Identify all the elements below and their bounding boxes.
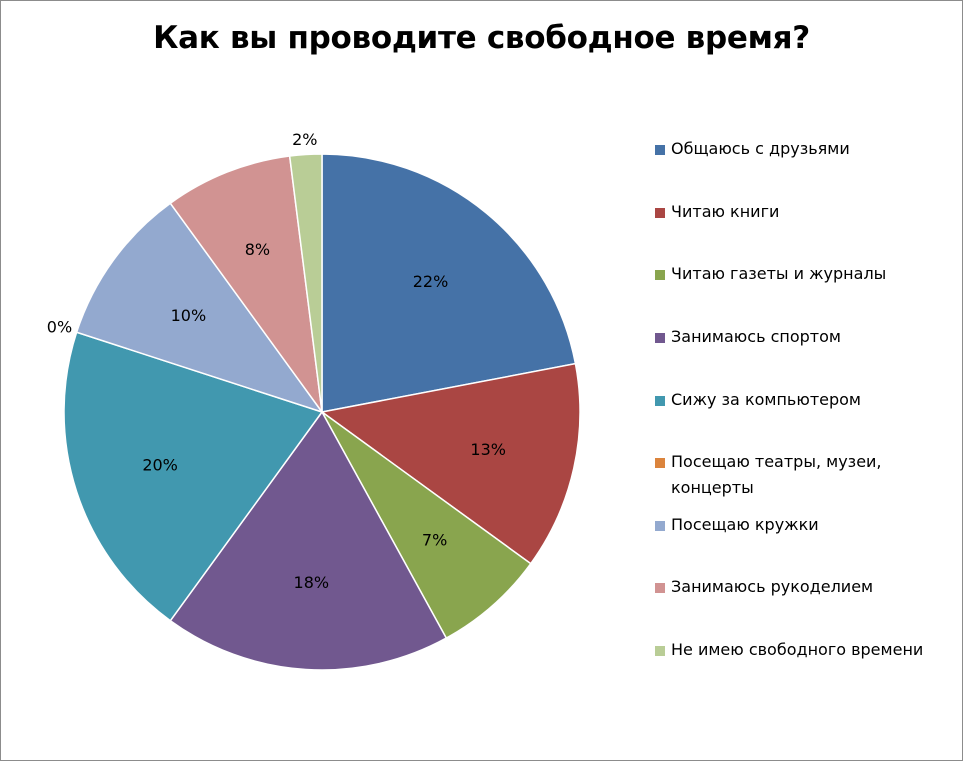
pie-slice-1 xyxy=(321,153,577,413)
legend-label: Посещаю театры, музеи, концерты xyxy=(671,452,882,497)
legend-item-newspapers: Читаю газеты и журналы xyxy=(655,261,960,287)
legend-item-no-free-time: Не имею свободного времени xyxy=(655,637,960,663)
pie-slice-5 xyxy=(63,331,324,622)
pie-label-4: 18% xyxy=(294,573,330,592)
legend-swatch xyxy=(655,145,665,155)
pie-slices xyxy=(63,153,581,671)
legend-item-clubs: Посещаю кружки xyxy=(655,512,960,538)
legend-swatch xyxy=(655,458,665,468)
pie-slice-7 xyxy=(75,202,324,414)
pie-label-1: 22% xyxy=(413,272,449,291)
legend-item-books: Читаю книги xyxy=(655,199,960,225)
legend-label: Сижу за компьютером xyxy=(671,390,861,409)
legend-label: Занимаюсь рукоделием xyxy=(671,577,874,596)
pie-slice-9 xyxy=(288,153,323,413)
legend-swatch xyxy=(655,333,665,343)
pie-label-8: 8% xyxy=(245,240,270,259)
legend-item-theatres: Посещаю театры, музеи, концерты xyxy=(655,449,960,501)
pie-label-6: 0% xyxy=(47,318,72,337)
pie-label-2: 13% xyxy=(470,440,506,459)
legend-label: Посещаю кружки xyxy=(671,515,819,534)
legend-swatch xyxy=(655,646,665,656)
legend-label: Читаю газеты и журналы xyxy=(671,264,887,283)
pie-label-7: 10% xyxy=(171,306,207,325)
chart-title: Как вы проводите свободное время? xyxy=(153,20,810,56)
pie-slice-2 xyxy=(320,362,581,565)
legend-item-computer: Сижу за компьютером xyxy=(655,387,960,413)
pie-slice-8 xyxy=(169,155,323,413)
legend-swatch xyxy=(655,396,665,406)
legend-label: Занимаюсь спортом xyxy=(671,327,841,346)
legend-label: Читаю книги xyxy=(671,202,780,221)
legend-swatch xyxy=(655,208,665,218)
legend-label: Общаюсь с друзьями xyxy=(671,139,850,158)
legend-swatch xyxy=(655,583,665,593)
legend-swatch xyxy=(655,521,665,531)
legend-swatch xyxy=(655,270,665,280)
pie-label-5: 20% xyxy=(142,456,178,475)
pie-slice-3 xyxy=(321,411,532,640)
pie-labels: 22% 13% 7% 18% 20% 0% 10% 8% 2% xyxy=(47,130,506,592)
legend-item-handicraft: Занимаюсь рукоделием xyxy=(655,574,960,600)
pie-label-3: 7% xyxy=(422,531,447,550)
pie-slice-4 xyxy=(169,410,448,671)
legend-item-friends: Общаюсь с друзьями xyxy=(655,136,960,162)
legend-item-sport: Занимаюсь спортом xyxy=(655,324,960,350)
legend-label: Не имею свободного времени xyxy=(671,640,924,659)
pie-label-9: 2% xyxy=(292,130,317,149)
